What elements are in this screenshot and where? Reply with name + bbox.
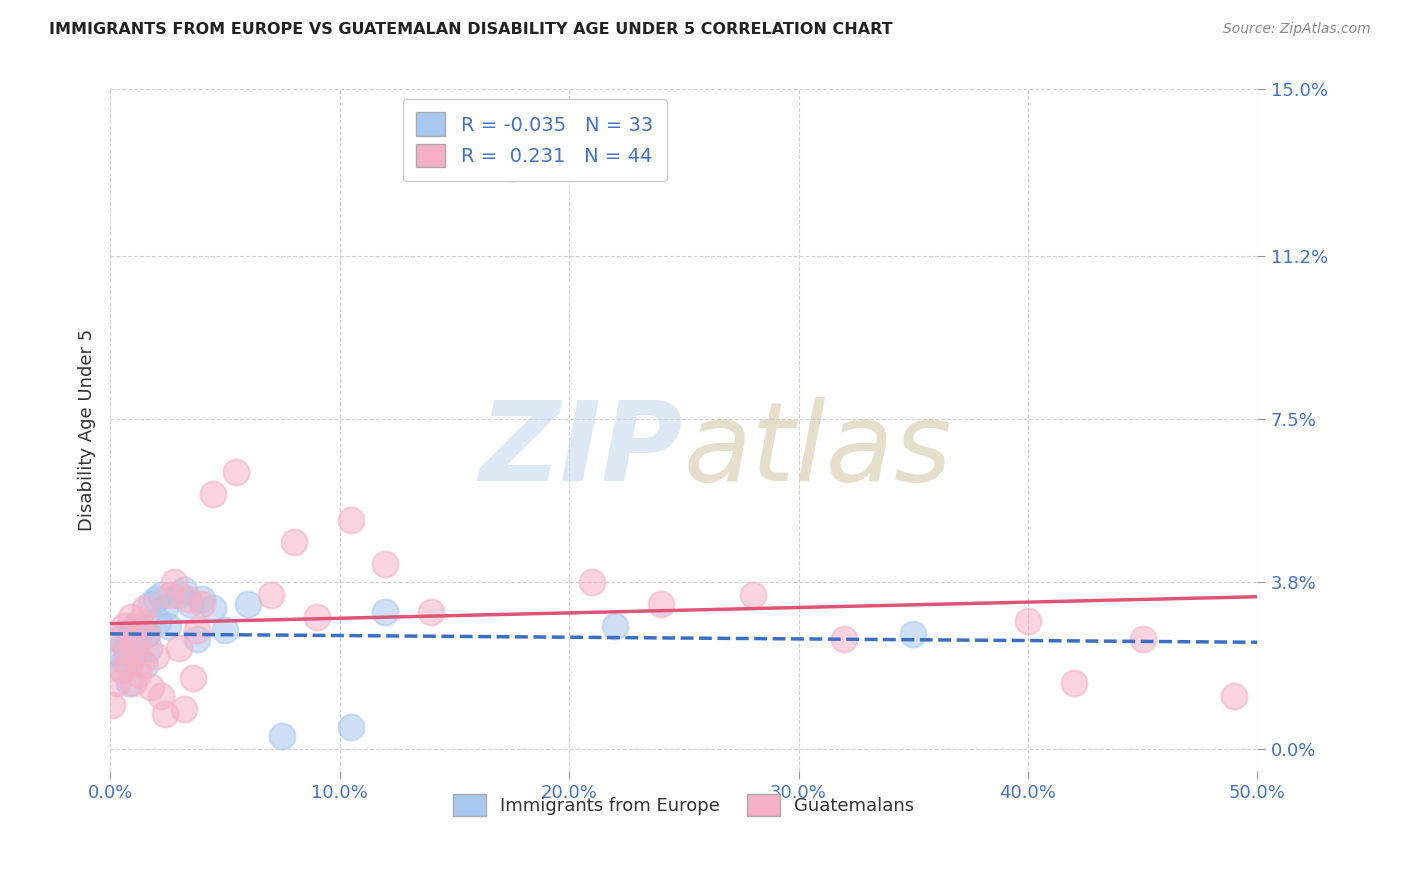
Point bbox=[271, 729, 294, 743]
Point bbox=[112, 654, 135, 668]
Point bbox=[186, 632, 208, 646]
Point bbox=[134, 658, 156, 673]
Point bbox=[159, 588, 181, 602]
Point bbox=[260, 588, 283, 602]
Point bbox=[155, 706, 177, 721]
Point bbox=[115, 640, 138, 655]
Text: ZIP: ZIP bbox=[481, 397, 683, 504]
Point bbox=[186, 623, 208, 637]
Point bbox=[305, 609, 328, 624]
Point bbox=[340, 720, 363, 734]
Point bbox=[148, 614, 170, 628]
Point bbox=[117, 675, 139, 690]
Point bbox=[167, 640, 190, 655]
Point bbox=[181, 671, 204, 685]
Point bbox=[145, 649, 167, 664]
Point bbox=[149, 588, 172, 602]
Point bbox=[177, 592, 200, 607]
Point bbox=[127, 636, 149, 650]
Point bbox=[191, 592, 214, 607]
Point bbox=[834, 632, 856, 646]
Point bbox=[156, 618, 179, 632]
Point bbox=[149, 689, 172, 703]
Point bbox=[134, 601, 156, 615]
Point bbox=[374, 605, 396, 619]
Point bbox=[124, 618, 146, 632]
Text: atlas: atlas bbox=[683, 397, 952, 504]
Point bbox=[581, 574, 603, 589]
Text: Source: ZipAtlas.com: Source: ZipAtlas.com bbox=[1223, 22, 1371, 37]
Point bbox=[108, 632, 131, 646]
Point bbox=[903, 627, 925, 641]
Point bbox=[117, 658, 139, 673]
Text: IMMIGRANTS FROM EUROPE VS GUATEMALAN DISABILITY AGE UNDER 5 CORRELATION CHART: IMMIGRANTS FROM EUROPE VS GUATEMALAN DIS… bbox=[49, 22, 893, 37]
Point bbox=[127, 667, 149, 681]
Point bbox=[129, 614, 152, 628]
Point bbox=[1017, 614, 1039, 628]
Point bbox=[236, 597, 259, 611]
Point bbox=[167, 588, 190, 602]
Point bbox=[173, 583, 195, 598]
Point bbox=[1063, 675, 1085, 690]
Point bbox=[202, 486, 225, 500]
Point bbox=[191, 597, 214, 611]
Point bbox=[501, 161, 523, 175]
Point bbox=[145, 592, 167, 607]
Point bbox=[420, 605, 443, 619]
Point bbox=[603, 618, 626, 632]
Point bbox=[141, 597, 163, 611]
Point bbox=[1223, 689, 1246, 703]
Point bbox=[111, 663, 134, 677]
Point bbox=[374, 557, 396, 571]
Point bbox=[105, 675, 128, 690]
Point bbox=[173, 702, 195, 716]
Point bbox=[155, 601, 177, 615]
Point bbox=[131, 623, 153, 637]
Point bbox=[225, 465, 247, 479]
Point bbox=[135, 627, 157, 641]
Point bbox=[101, 698, 124, 712]
Point bbox=[122, 649, 145, 664]
Point bbox=[179, 597, 201, 611]
Point bbox=[124, 636, 146, 650]
Point bbox=[122, 675, 145, 690]
Y-axis label: Disability Age Under 5: Disability Age Under 5 bbox=[79, 328, 96, 531]
Point bbox=[163, 574, 186, 589]
Point bbox=[202, 601, 225, 615]
Point bbox=[120, 609, 142, 624]
Point bbox=[104, 645, 127, 659]
Point bbox=[135, 627, 157, 641]
Point bbox=[115, 645, 138, 659]
Point bbox=[340, 513, 363, 527]
Point bbox=[131, 654, 153, 668]
Point bbox=[741, 588, 763, 602]
Point bbox=[120, 627, 142, 641]
Point bbox=[141, 680, 163, 694]
Point bbox=[112, 618, 135, 632]
Point bbox=[1132, 632, 1154, 646]
Point bbox=[138, 640, 160, 655]
Point bbox=[108, 632, 131, 646]
Point bbox=[650, 597, 672, 611]
Legend: Immigrants from Europe, Guatemalans: Immigrants from Europe, Guatemalans bbox=[446, 787, 921, 823]
Point bbox=[111, 663, 134, 677]
Point bbox=[214, 623, 236, 637]
Point bbox=[283, 535, 305, 549]
